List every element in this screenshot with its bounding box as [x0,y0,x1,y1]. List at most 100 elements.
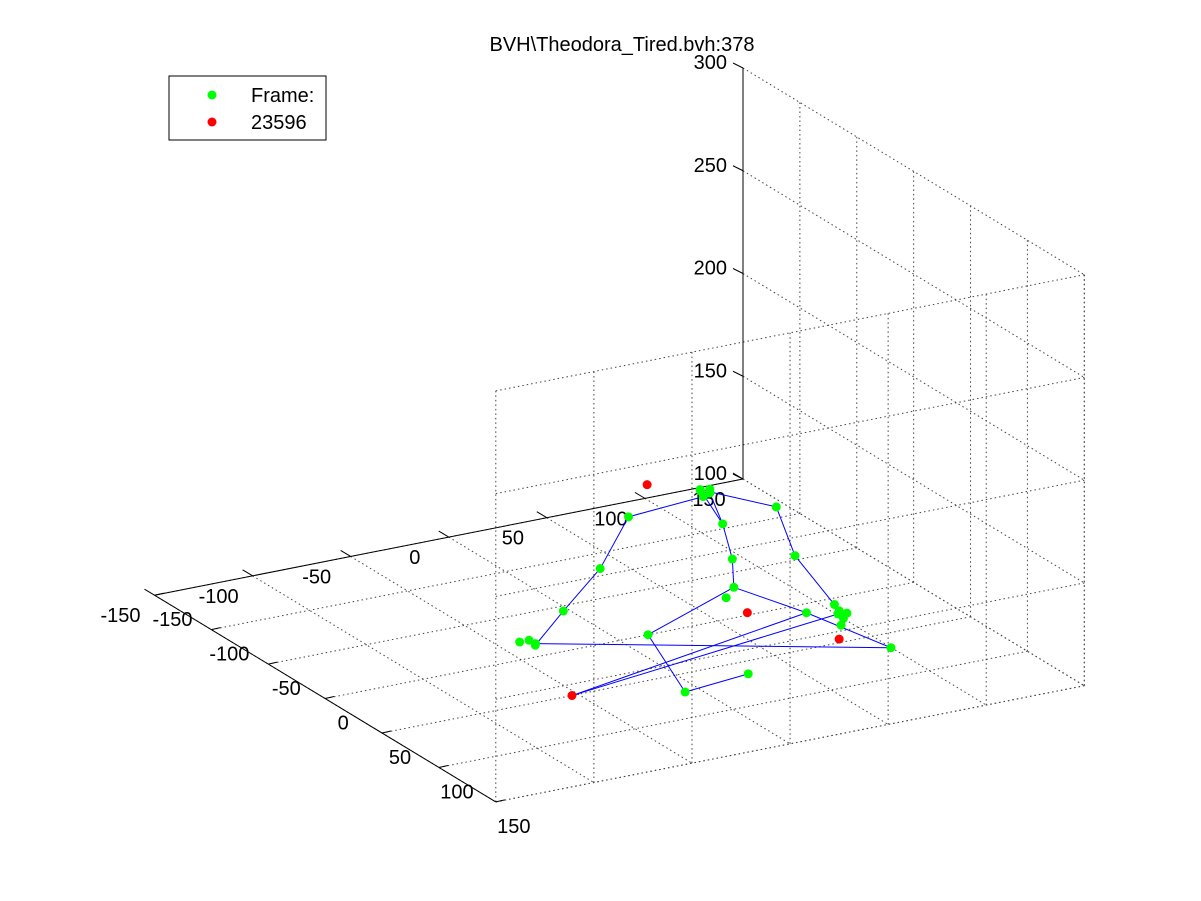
z-tick-label: 300 [694,52,727,74]
y-tick-label: -50 [302,566,331,588]
x-tick-label: 0 [338,713,349,735]
x-tick-label: -150 [152,609,192,631]
x-tick-mark [495,799,505,803]
joint-point-green [743,669,753,679]
tick-label-layer: -150 -100 -50 0 50 100 150 -150 -100 -50 0 50 100 150… [100,52,727,838]
side-wall-grid-line-z [495,582,1085,700]
joint-point-green [558,606,568,616]
chart-title: BVH\Theodora_Tired.bvh:378 [490,34,755,56]
axis-layer [144,62,744,803]
joint-point-green [836,620,846,630]
joint-point-green [643,630,653,640]
x-tick-label: 100 [440,781,473,803]
z-tick-label: 250 [694,155,727,177]
joint-point-green [801,608,811,618]
joint-point-green [595,564,605,574]
skeleton-bone [562,568,601,612]
y-tick-label: 100 [594,508,627,530]
x-tick-mark [325,696,335,700]
x-tick-mark [211,627,221,631]
z-tick-mark [732,165,744,172]
legend-green-marker [207,90,217,100]
x-tick-mark [381,730,392,734]
z-tick-mark [732,268,744,274]
y-tick-mark [340,550,351,557]
skeleton-bone [628,496,704,518]
z-tick-label: 100 [694,463,727,485]
joint-point-green [729,582,739,592]
z-tick-label: 150 [694,360,727,382]
skeleton-joints-layer [515,480,896,701]
joint-point-green [829,600,839,610]
skeleton-bone [733,586,807,614]
joint-point-red [834,634,844,644]
floor-grid-line-x [325,581,914,700]
skeleton-bone [731,558,735,588]
skeleton-bone [571,613,839,697]
joint-point-green [771,502,781,512]
floor-grid-line-x [268,547,857,665]
skeleton-bone [599,516,629,569]
floor-grid-line-x [438,650,1028,768]
y-tick-label: -100 [199,586,239,608]
side-wall-grid-line-z [495,274,1085,392]
joint-point-green [680,687,690,697]
joint-point-green [833,609,843,619]
joint-point-red [567,691,577,701]
joint-point-green [721,593,731,603]
skeleton-bone [794,555,835,605]
joint-point-red [642,480,652,490]
z-tick-mark [732,62,744,69]
joint-point-green [515,637,525,647]
x-tick-label: 50 [389,747,411,769]
joint-point-green [524,635,534,645]
x-tick-label: -100 [209,644,249,666]
legend-entry-frame: Frame: [251,85,314,107]
x-tick-mark [268,661,278,665]
z-tick-mark [732,473,744,480]
legend[interactable]: Frame: 23596 [168,75,327,141]
y-tick-mark [438,530,450,538]
z-tick-mark [732,370,744,377]
x-tick-mark [154,592,164,596]
y-tick-mark [242,569,253,577]
z-tick-label: 200 [694,258,727,280]
skeleton-bone [775,506,796,556]
y-tick-label: 0 [409,547,420,569]
y-tick-mark [536,511,548,519]
y-tick-label: 50 [502,528,524,550]
skeleton-bone [647,586,735,636]
legend-red-marker [207,117,217,127]
joint-point-green [705,484,715,494]
side-wall-grid-line-z [495,685,1085,803]
y-tick-mark [634,491,646,499]
joint-point-green [718,519,728,529]
skeleton-bone [647,634,686,693]
side-wall-grid-line-z [495,479,1085,597]
joint-point-green [790,551,800,561]
floor-grid-line-x [211,512,800,631]
skeleton-bone [806,612,892,649]
joint-point-red [742,608,752,618]
grid-layer [154,67,1085,803]
joint-point-green [886,643,896,653]
joint-point-green [623,512,633,522]
x-tick-mark [438,764,449,768]
legend-box [168,75,327,141]
skeleton-bone [534,610,564,646]
skeleton-bone [684,673,749,693]
x-tick-label: -50 [272,678,301,700]
y-tick-mark [144,588,155,596]
x-tick-label: 150 [497,816,530,838]
joint-point-green [727,554,737,564]
skeleton-bone [722,523,733,560]
y-tick-label: -150 [100,605,140,627]
skeleton-bone [571,612,807,697]
joint-point-green [696,486,706,496]
side-wall-grid-line-z [495,376,1085,495]
joint-point-green [842,608,852,618]
skeleton-bone [709,492,724,525]
